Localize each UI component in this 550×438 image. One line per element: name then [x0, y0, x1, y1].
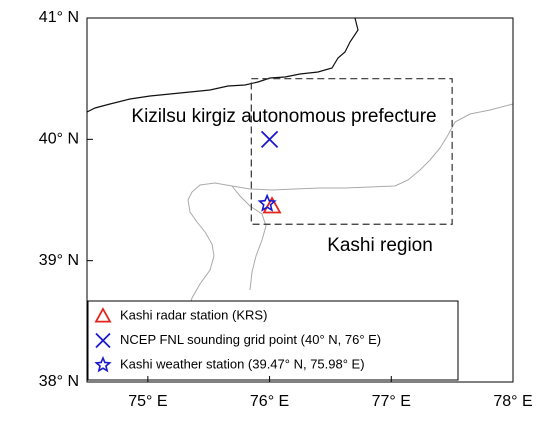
x-tick-label: 78° E: [493, 393, 532, 410]
legend-marker: [95, 332, 111, 349]
legend-label: NCEP FNL sounding grid point (40° N, 76°…: [120, 332, 381, 347]
y-tick-label: 40° N: [39, 131, 79, 148]
y-tick-label: 39° N: [39, 252, 79, 269]
county-border: [185, 103, 514, 331]
x-tick-label: 77° E: [372, 393, 411, 410]
legend-label: Kashi radar station (KRS): [120, 307, 267, 322]
legend-marker: [94, 355, 112, 373]
legend-label: Kashi weather station (39.47° N, 75.98° …: [120, 356, 365, 371]
station-marker: [260, 130, 279, 148]
x-tick-label: 76° E: [250, 393, 289, 410]
region-label: Kashi region: [327, 235, 433, 256]
station-marker: [262, 196, 282, 214]
province-border: [86, 17, 359, 113]
y-tick-label: 41° N: [39, 9, 79, 26]
legend-box: [87, 300, 459, 381]
x-tick-label: 75° E: [128, 393, 167, 410]
map-layer: 75° E 76° E 77° E 78° E 38° N 39° N 40° N 41° N…: [39, 9, 533, 410]
region-label: Kizilsu kirgiz autonomous prefecture: [131, 106, 436, 127]
county-border: [231, 185, 267, 291]
y-tick-label: 38° N: [39, 373, 79, 390]
region-box: [250, 78, 453, 225]
station-marker: [257, 193, 277, 212]
map-frame: [86, 17, 514, 383]
legend-marker: [94, 307, 112, 323]
